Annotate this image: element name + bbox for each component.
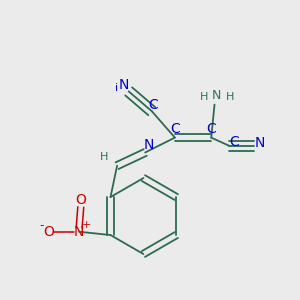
Text: C: C bbox=[148, 98, 158, 112]
Text: N: N bbox=[118, 78, 129, 92]
Text: H: H bbox=[200, 92, 208, 102]
Text: H: H bbox=[100, 152, 108, 162]
Text: O: O bbox=[75, 193, 86, 207]
Text: N: N bbox=[74, 225, 84, 239]
Text: i: i bbox=[115, 83, 118, 93]
Text: C: C bbox=[170, 122, 180, 136]
Text: H: H bbox=[226, 92, 235, 102]
Text: N: N bbox=[143, 138, 154, 152]
Text: N: N bbox=[212, 89, 221, 102]
Text: N: N bbox=[254, 136, 265, 150]
Text: C: C bbox=[230, 135, 239, 149]
Text: O: O bbox=[43, 225, 54, 239]
Text: +: + bbox=[82, 220, 91, 230]
Text: C: C bbox=[206, 122, 216, 136]
Text: -: - bbox=[40, 219, 44, 232]
